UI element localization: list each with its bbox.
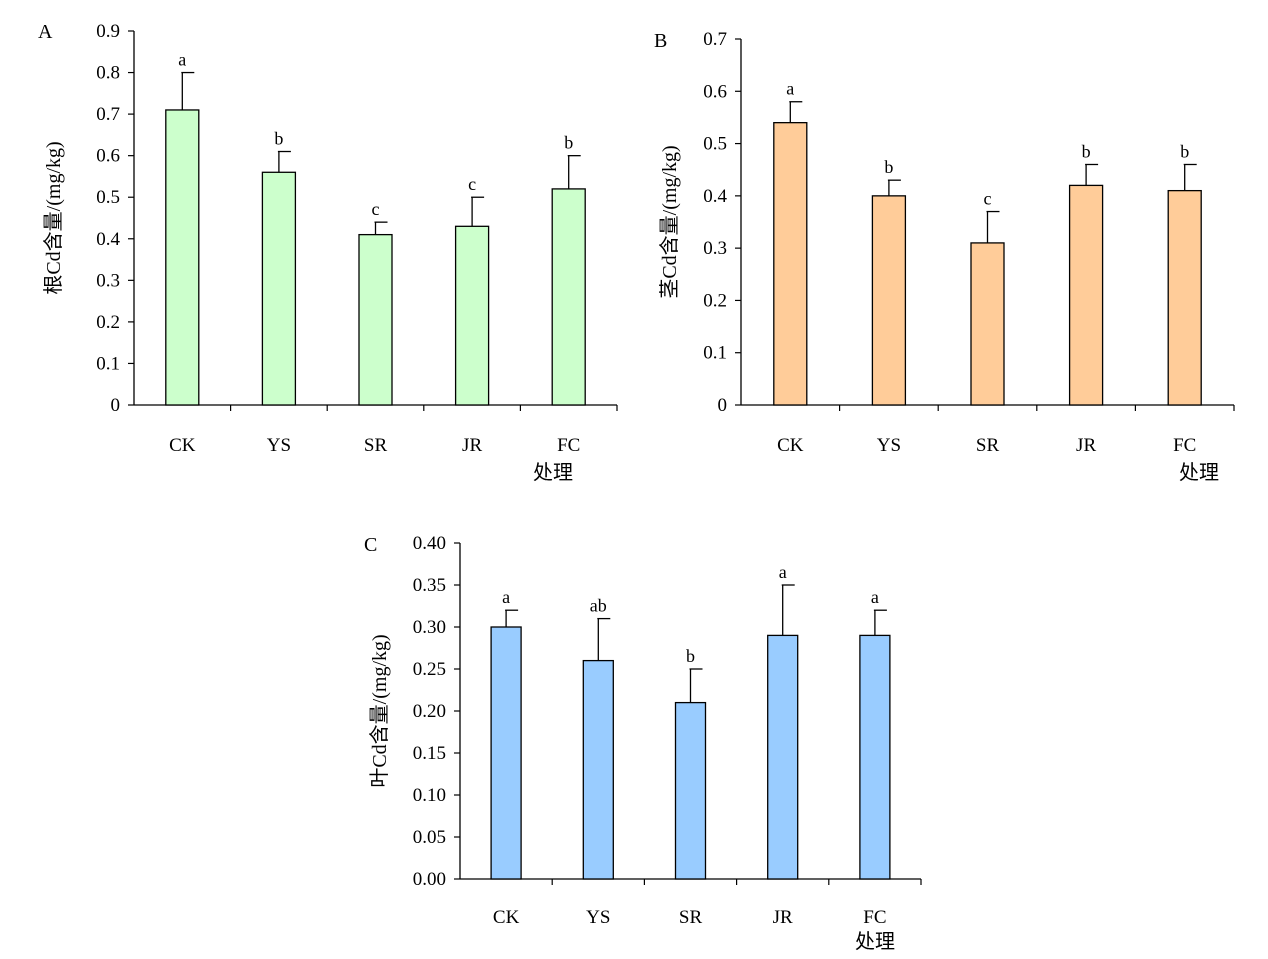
significance-label-jr: c xyxy=(468,174,476,194)
bar-ys xyxy=(871,195,907,406)
category-label-sr: SR xyxy=(364,435,388,456)
category-label-ys: YS xyxy=(586,907,610,928)
panel-letter: B xyxy=(654,30,667,52)
y-tick-label: 0.2 xyxy=(96,312,120,333)
y-tick-label: 0 xyxy=(718,395,728,416)
x-axis-title: 处理 xyxy=(1179,461,1219,484)
y-tick-label: 0.20 xyxy=(413,701,446,722)
y-tick-label: 0.5 xyxy=(703,134,727,155)
bar-sr xyxy=(674,701,707,880)
significance-label-fc: b xyxy=(1180,141,1189,161)
y-tick-label: 0.25 xyxy=(413,659,446,680)
bar-jr xyxy=(454,225,490,406)
y-tick-label: 0.5 xyxy=(96,187,120,208)
significance-label-ys: b xyxy=(274,129,283,149)
bar-fc xyxy=(551,188,586,406)
y-tick-label: 0.10 xyxy=(413,785,446,806)
significance-label-ck: a xyxy=(502,587,510,607)
y-tick-label: 0.4 xyxy=(703,186,727,207)
significance-label-sr: b xyxy=(686,646,695,666)
y-tick-label: 0.3 xyxy=(96,270,120,291)
y-tick-label: 0.8 xyxy=(96,63,120,84)
bar-sr xyxy=(358,233,393,406)
y-tick-label: 0.6 xyxy=(96,146,120,167)
significance-label-ys: b xyxy=(884,157,893,177)
category-label-jr: JR xyxy=(773,907,793,928)
y-tick-label: 0.2 xyxy=(703,290,727,311)
significance-label-ck: a xyxy=(178,50,186,70)
y-axis-title: 叶Cd含量/(mg/kg) xyxy=(368,634,391,787)
y-tick-label: 0.05 xyxy=(413,827,446,848)
category-label-ck: CK xyxy=(169,435,196,456)
significance-label-sr: c xyxy=(984,189,992,209)
significance-label-fc: a xyxy=(871,587,879,607)
bar-ys xyxy=(261,171,297,406)
category-label-ck: CK xyxy=(777,435,804,456)
bar-ck xyxy=(773,122,808,406)
bar-jr xyxy=(767,634,799,880)
category-label-fc: FC xyxy=(557,435,580,456)
bar-fc xyxy=(1167,189,1202,406)
y-axis-title: 根Cd含量/(mg/kg) xyxy=(42,141,65,294)
significance-label-jr: b xyxy=(1082,141,1091,161)
x-axis-title: 处理 xyxy=(533,461,573,484)
bar-ck xyxy=(165,109,200,406)
chart-panel-c: C 叶Cd含量/(mg/kg) 0.00 0.05 0.10 0.15 0.20 0.25 0.… xyxy=(364,533,922,953)
y-tick-label: 0.1 xyxy=(703,343,727,364)
significance-label-sr: c xyxy=(372,199,380,219)
category-label-sr: SR xyxy=(976,435,1000,456)
y-tick-label: 0.15 xyxy=(413,743,446,764)
x-axis-title: 处理 xyxy=(855,930,895,953)
bar-fc xyxy=(859,634,891,880)
y-tick-label: 0.6 xyxy=(703,81,727,102)
category-label-jr: JR xyxy=(1076,435,1096,456)
significance-label-jr: a xyxy=(779,562,787,582)
y-tick-label: 0.1 xyxy=(96,353,120,374)
y-tick-label: 0.4 xyxy=(96,229,120,250)
y-tick-label: 0 xyxy=(111,395,121,416)
significance-label-ck: a xyxy=(786,79,794,99)
y-tick-label: 0.7 xyxy=(96,104,120,125)
bar-ck xyxy=(490,626,522,880)
y-axis-title: 茎Cd含量/(mg/kg) xyxy=(658,145,681,298)
category-label-fc: FC xyxy=(1173,435,1196,456)
category-label-jr: JR xyxy=(462,435,482,456)
y-tick-label: 0.40 xyxy=(413,533,446,554)
chart-panel-b: B 茎Cd含量/(mg/kg) 0 0.1 0.2 0.3 0.4 0.5 0.6 0.7 a CK b… xyxy=(654,29,1235,484)
bar-sr xyxy=(970,242,1005,406)
y-tick-label: 0.3 xyxy=(703,238,727,259)
category-label-fc: FC xyxy=(863,907,886,928)
y-tick-label: 0.9 xyxy=(96,21,120,42)
category-label-ys: YS xyxy=(877,435,901,456)
panel-letter: A xyxy=(38,21,53,43)
panel-letter: C xyxy=(364,534,377,556)
chart-panel-a: A 根Cd含量/(mg/kg) 0 0.1 0.2 0.3 0.4 0.5 0.6 0.7 0.8 0… xyxy=(38,21,618,484)
category-label-sr: SR xyxy=(679,907,703,928)
bar-jr xyxy=(1068,184,1104,406)
bar-ys xyxy=(582,659,614,880)
y-tick-label: 0.7 xyxy=(703,29,727,50)
category-label-ck: CK xyxy=(493,907,520,928)
y-tick-label: 0.00 xyxy=(413,869,446,890)
category-label-ys: YS xyxy=(267,435,291,456)
y-tick-label: 0.35 xyxy=(413,575,446,596)
significance-label-fc: b xyxy=(564,133,573,153)
significance-label-ys: ab xyxy=(590,596,607,616)
y-tick-label: 0.30 xyxy=(413,617,446,638)
